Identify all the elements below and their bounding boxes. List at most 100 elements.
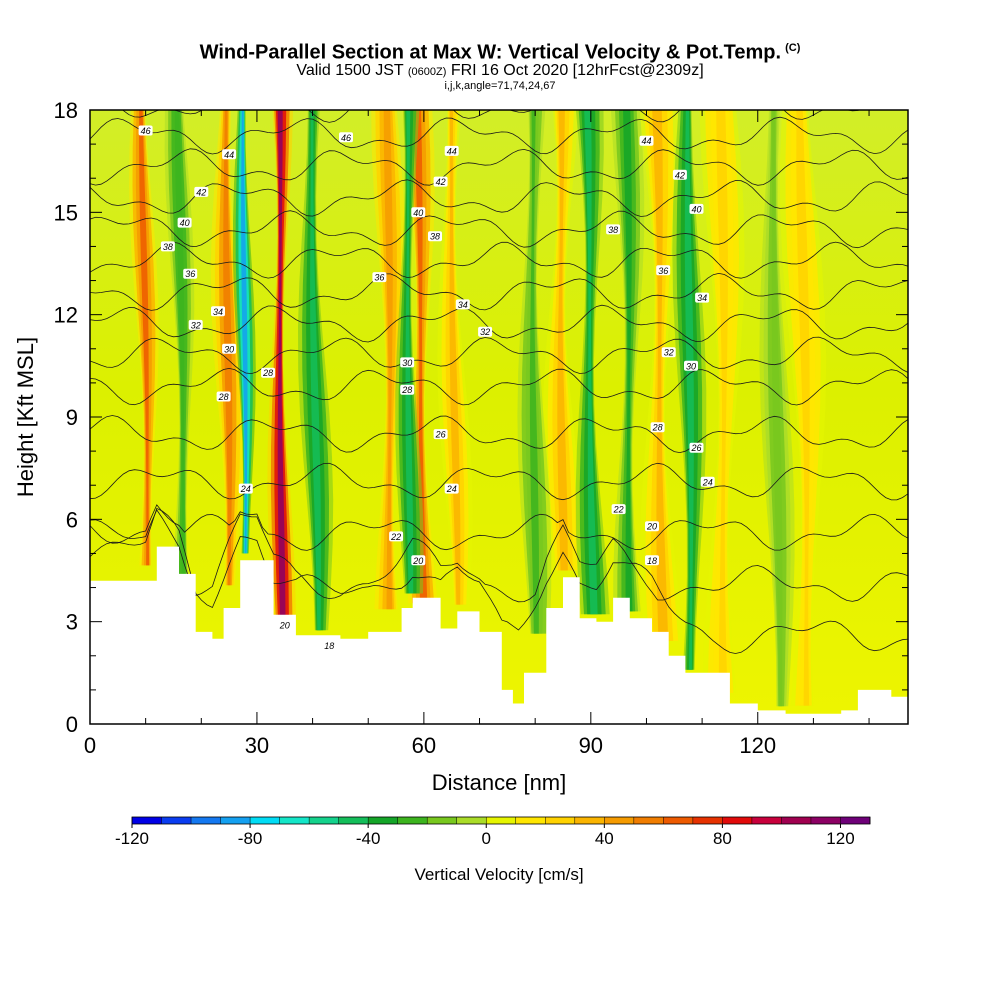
x-tick-label: 60 bbox=[412, 733, 436, 758]
theta-contour-label: 28 bbox=[262, 368, 273, 378]
theta-contour-label-bg bbox=[400, 384, 415, 395]
colorbar-swatch bbox=[722, 817, 753, 824]
colorbar-swatch bbox=[250, 817, 280, 824]
theta-contour-label: 28 bbox=[401, 385, 412, 395]
x-axis: 0 30 60 90 120 bbox=[84, 110, 870, 758]
theta-contour-label-bg bbox=[611, 504, 626, 515]
colorbar-swatch bbox=[338, 817, 369, 824]
theta-contour-label: 28 bbox=[218, 392, 229, 402]
theta-contour-label: 40 bbox=[691, 204, 701, 214]
updraft-band bbox=[413, 110, 428, 604]
theta-contour-label-bg bbox=[689, 442, 704, 453]
theta-contour-label: 38 bbox=[163, 242, 173, 252]
theta-contour-label: 30 bbox=[686, 361, 696, 371]
theta-contour-label-bg bbox=[433, 429, 448, 440]
colorbar-swatch bbox=[132, 817, 162, 824]
theta-contour-label: 18 bbox=[647, 556, 657, 566]
terrain-mask bbox=[90, 546, 908, 724]
theta-contour-label-bg bbox=[444, 145, 459, 156]
downdraft-band bbox=[623, 110, 633, 612]
theta-contour-label-bg bbox=[322, 640, 337, 651]
y-tick-label: 18 bbox=[54, 98, 78, 123]
theta-contour-label: 38 bbox=[430, 232, 440, 242]
y-axis-title: Height [Kft MSL] bbox=[13, 337, 38, 497]
copyright-mark: (C) bbox=[785, 42, 801, 54]
downdraft-band bbox=[529, 110, 539, 634]
colorbar-swatch bbox=[692, 817, 723, 824]
downdraft-band bbox=[684, 110, 694, 670]
valid-utc: (0600Z) bbox=[407, 65, 447, 78]
downdraft-band bbox=[310, 110, 321, 631]
theta-contour-label: 46 bbox=[341, 133, 351, 143]
theta-contour-label: 36 bbox=[658, 266, 668, 276]
y-tick-label: 12 bbox=[54, 303, 78, 328]
chart-title: Wind-Parallel Section at Max W: Vertical… bbox=[0, 36, 1000, 65]
colorbar-swatch bbox=[545, 817, 576, 824]
theta-contour-label: 44 bbox=[447, 146, 457, 156]
theta-contour-label-bg bbox=[183, 268, 198, 279]
theta-contour-label-bg bbox=[478, 326, 493, 337]
colorbar-swatch bbox=[633, 817, 664, 824]
updraft-band bbox=[383, 110, 393, 610]
downdraft-band bbox=[771, 110, 783, 707]
theta-contour-line bbox=[90, 336, 908, 375]
y-tick-label: 15 bbox=[54, 200, 78, 225]
colorbar-tick-label: -80 bbox=[238, 829, 263, 848]
theta-contour-label-bg bbox=[222, 149, 237, 160]
y-tick-label: 9 bbox=[66, 405, 78, 430]
theta-contour-label: 34 bbox=[458, 300, 468, 310]
theta-contour-line bbox=[90, 504, 908, 551]
theta-contour-label: 38 bbox=[608, 225, 618, 235]
theta-contour-label-bg bbox=[188, 319, 203, 330]
theta-contour-label-bg bbox=[389, 531, 404, 542]
theta-contour-label-bg bbox=[689, 203, 704, 214]
colorbar-tick-label: -120 bbox=[115, 829, 149, 848]
theta-contour-label: 20 bbox=[279, 621, 290, 631]
valid-date: FRI 16 Oct 2020 bbox=[450, 61, 569, 79]
theta-contour-label-bg bbox=[433, 176, 448, 187]
updraft-band bbox=[652, 110, 669, 641]
colorbar: -120 -80 -40 0 40 80 120 bbox=[115, 816, 871, 848]
grid-params: i,j,k,angle=71,74,24,67 bbox=[444, 79, 556, 92]
theta-contour-line bbox=[90, 509, 908, 603]
valid-time: Valid 1500 JST bbox=[296, 61, 404, 79]
theta-contour-line bbox=[90, 179, 908, 217]
colorbar-swatch bbox=[781, 817, 812, 824]
theta-contour-label: 26 bbox=[435, 430, 446, 440]
theta-contour-label: 24 bbox=[240, 484, 251, 494]
theta-contour-label: 42 bbox=[675, 170, 685, 180]
colorbar-swatch bbox=[515, 817, 546, 824]
colorbar-title: Vertical Velocity [cm/s] bbox=[414, 865, 583, 884]
theta-contour-label: 40 bbox=[413, 208, 423, 218]
theta-contour-line bbox=[90, 116, 908, 155]
colorbar-swatch bbox=[840, 817, 871, 824]
theta-contour-label-bg bbox=[444, 483, 459, 494]
colorbar-swatch bbox=[574, 817, 605, 824]
theta-contour-label-bg bbox=[222, 343, 237, 354]
theta-contour-label-bg bbox=[400, 357, 415, 368]
colorbar-tick-label: 120 bbox=[826, 829, 854, 848]
plot-area: 18 18 20 20 20 22 22 24 24 24 26 26 28 28 28 28 30 30 30 32… bbox=[90, 110, 908, 724]
theta-contour-label-bg bbox=[411, 555, 426, 566]
theta-contour-label-bg bbox=[428, 231, 442, 242]
theta-contour-label-bg bbox=[639, 135, 654, 146]
theta-contour-line bbox=[90, 241, 908, 279]
colorbar-swatch bbox=[663, 817, 694, 824]
theta-contour-label: 44 bbox=[224, 150, 234, 160]
colorbar-swatch bbox=[368, 817, 398, 824]
theta-contour-label: 32 bbox=[480, 327, 490, 337]
forecast-info: [12hrFcst@2309z] bbox=[572, 61, 704, 79]
theta-contour-label-bg bbox=[411, 207, 426, 218]
theta-contour-label-bg bbox=[656, 265, 671, 276]
theta-contour-label: 26 bbox=[690, 443, 701, 453]
colorbar-swatch bbox=[486, 817, 517, 824]
theta-contour-label-bg bbox=[238, 483, 253, 494]
theta-contour-line bbox=[90, 367, 908, 406]
theta-contour-label: 24 bbox=[702, 477, 713, 487]
colorbar-swatch bbox=[427, 817, 458, 824]
colorbar-swatch bbox=[191, 817, 221, 824]
theta-contour-label-bg bbox=[672, 169, 687, 180]
colorbar-swatch bbox=[309, 817, 339, 824]
x-tick-label: 90 bbox=[579, 733, 603, 758]
